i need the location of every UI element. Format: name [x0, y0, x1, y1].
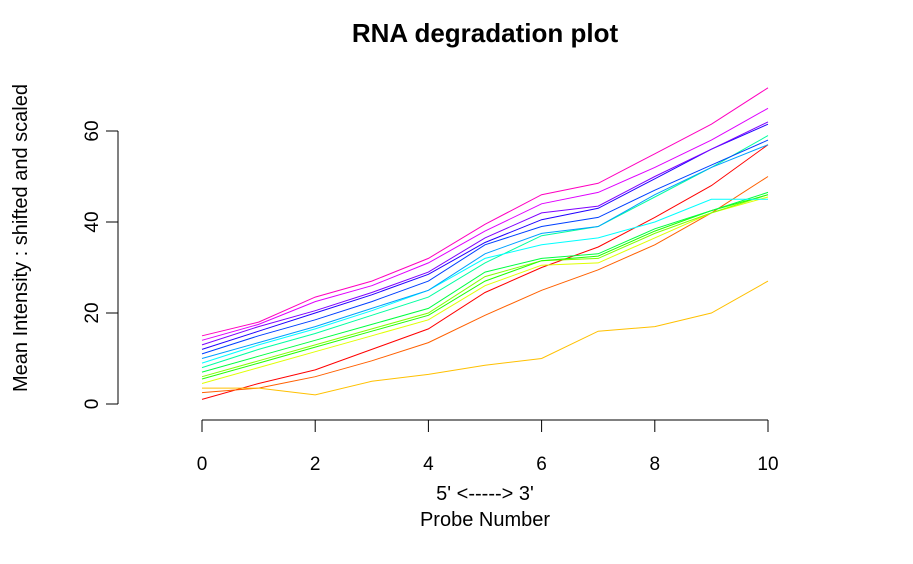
x-tick-label: 4	[423, 454, 434, 475]
x-tick-label: 0	[197, 454, 208, 475]
series-line-14	[201, 107, 769, 341]
y-axis-label: Mean Intensity : shifted and scaled	[10, 84, 32, 392]
series-line-6	[201, 194, 769, 380]
series-line-11	[201, 139, 769, 355]
series-line-15	[201, 87, 769, 337]
series-line-5	[201, 194, 769, 378]
x-tick-label: 2	[310, 454, 321, 475]
x-axis-ticks: 0 2 4 6 8 10	[197, 420, 779, 475]
y-axis-ticks: 0 20 40 60	[82, 120, 118, 409]
series-line-10	[201, 144, 769, 359]
series-lines	[201, 87, 769, 400]
y-tick-label: 60	[82, 120, 103, 141]
series-line-2	[201, 176, 769, 394]
x-tick-label: 6	[536, 454, 547, 475]
series-line-9	[201, 198, 768, 364]
y-tick-label: 20	[82, 302, 103, 323]
x-axis-label-direction: 5' <-----> 3'	[436, 483, 534, 505]
series-line-1	[201, 144, 769, 400]
series-line-7	[201, 191, 769, 373]
series-line-3	[202, 280, 769, 396]
y-tick-label: 40	[82, 211, 103, 232]
series-line-4	[201, 196, 769, 384]
series-line-12	[201, 123, 769, 350]
x-tick-label: 10	[757, 454, 778, 475]
x-axis-label: Probe Number	[420, 509, 550, 531]
series-line-8	[201, 135, 769, 369]
x-tick-label: 8	[650, 454, 661, 475]
chart-title: RNA degradation plot	[352, 18, 619, 48]
series-line-13	[201, 121, 769, 346]
y-tick-label: 0	[82, 399, 103, 410]
